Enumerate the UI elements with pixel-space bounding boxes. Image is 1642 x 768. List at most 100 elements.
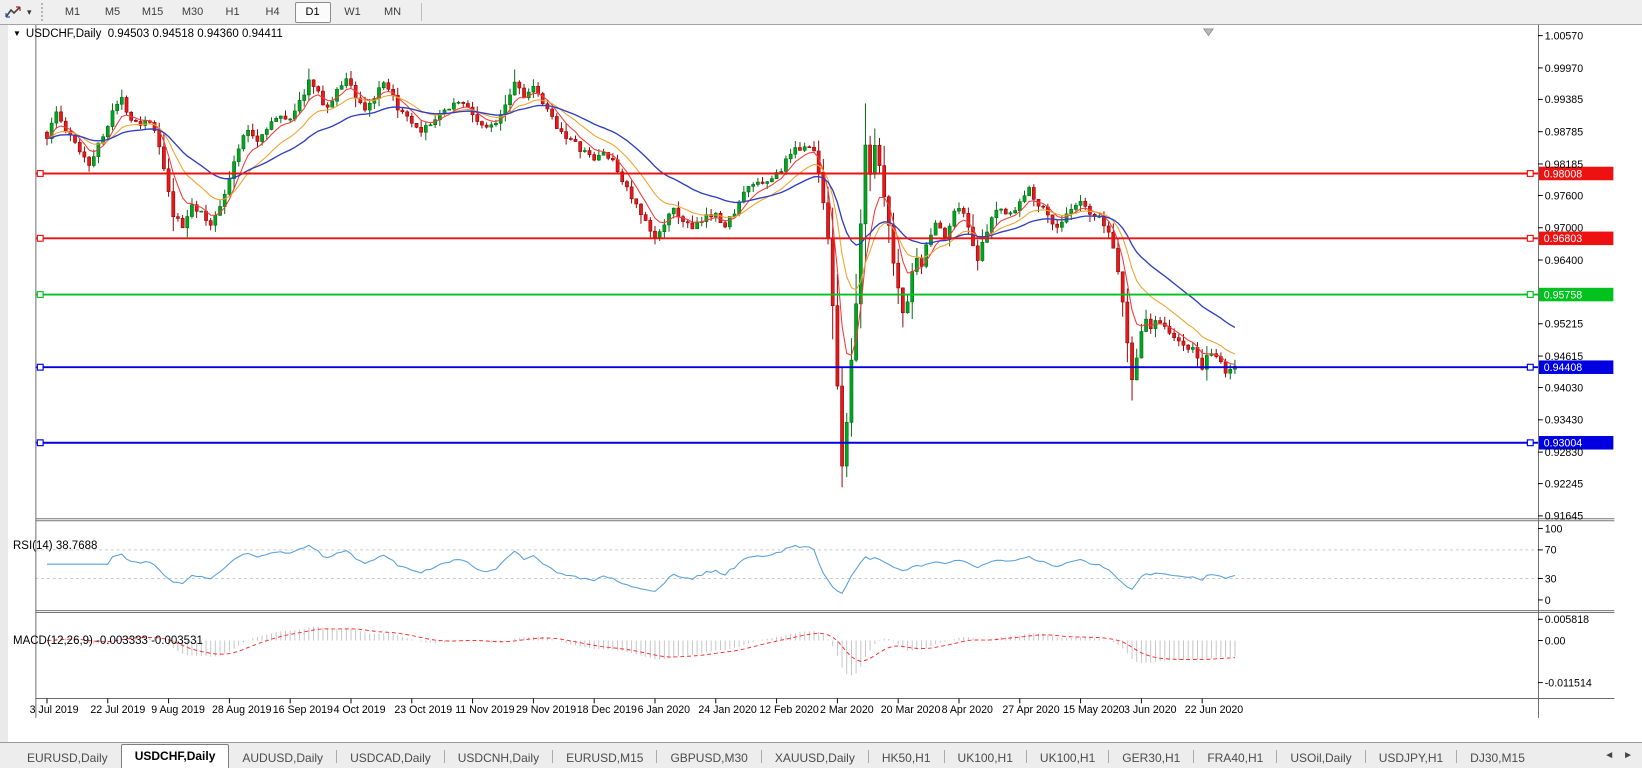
candle-body bbox=[269, 121, 274, 130]
candle-body bbox=[264, 129, 269, 135]
chart-tab-fra40-h1[interactable]: FRA40,H1 bbox=[1207, 751, 1264, 765]
chart-tab-ger30-h1[interactable]: GER30,H1 bbox=[1122, 751, 1181, 765]
candle-body bbox=[386, 82, 391, 90]
timeframe-button-mn[interactable]: MN bbox=[383, 5, 402, 18]
timeframe-button-d1[interactable]: D1 bbox=[294, 1, 331, 23]
candle-body bbox=[405, 111, 409, 117]
candle-body bbox=[582, 150, 587, 152]
tab-scroll-left-icon[interactable]: ◄ bbox=[1604, 750, 1615, 761]
candle-body bbox=[751, 184, 756, 187]
chart-tools-dropdown-caret[interactable]: ▾ bbox=[27, 6, 32, 17]
candle-body bbox=[901, 287, 905, 314]
line-handle[interactable] bbox=[36, 439, 44, 447]
rsi-tick-label: 70 bbox=[1545, 545, 1557, 557]
date-label: 27 Apr 2020 bbox=[1002, 704, 1059, 716]
candle-body bbox=[657, 231, 662, 238]
chart-tab-hk50-h1[interactable]: HK50,H1 bbox=[881, 751, 931, 765]
macd-signal-line bbox=[46, 628, 1235, 662]
line-handle[interactable] bbox=[1526, 363, 1534, 371]
line-handle[interactable] bbox=[1526, 170, 1534, 177]
time-axis[interactable]: 3 Jul 2019 22 Jul 2019 9 Aug 2019 28 Aug 20… bbox=[30, 698, 1244, 716]
timeframe-button-m5[interactable]: M5 bbox=[104, 5, 121, 18]
candle-body bbox=[788, 153, 793, 160]
candle-body bbox=[1008, 212, 1013, 215]
timeframe-button-h1[interactable]: H1 bbox=[225, 5, 240, 18]
candle-body bbox=[456, 102, 461, 104]
timeframe-buttons: M1 M5 M15 M30 H1 H4 D1 W1 MN bbox=[53, 1, 413, 23]
chart-tab-dj30-m15[interactable]: DJ30,M15 bbox=[1470, 751, 1525, 765]
candle-body bbox=[554, 116, 559, 129]
candle-body bbox=[489, 124, 494, 128]
chart-area[interactable]: 0.98008 0.96803 0.95758 0.94408 0.93004 1.005… bbox=[0, 25, 1642, 742]
price-axis[interactable]: 1.00570 0.99970 0.99385 0.98785 0.98185 0.976… bbox=[1538, 30, 1592, 689]
chart-tab-audusd-daily[interactable]: AUDUSD,Daily bbox=[242, 751, 324, 765]
chart-shift-marker-icon[interactable] bbox=[1202, 28, 1215, 37]
timeframe-button-w1[interactable]: W1 bbox=[344, 5, 361, 18]
candle-body bbox=[653, 230, 657, 238]
candle-body bbox=[1158, 320, 1162, 324]
candle-body bbox=[994, 209, 999, 218]
candle-body bbox=[423, 125, 428, 133]
candle-body bbox=[1228, 369, 1233, 374]
candle-body bbox=[1111, 231, 1116, 249]
chart-tools-icon[interactable] bbox=[4, 5, 24, 20]
candle-body bbox=[1148, 318, 1153, 330]
line-handle[interactable] bbox=[36, 291, 44, 299]
price-chart-canvas[interactable]: 0.980080.968030.957580.944080.930041.005… bbox=[0, 25, 1642, 742]
candle-body bbox=[213, 215, 218, 226]
chart-tab-usdchf-daily[interactable]: USDCHF,Daily bbox=[120, 744, 230, 768]
ma-line-slow bbox=[46, 104, 1236, 329]
candle-body bbox=[540, 93, 545, 105]
candle-body bbox=[1134, 357, 1139, 381]
chart-tab-usdcad-daily[interactable]: USDCAD,Daily bbox=[350, 751, 431, 765]
candle-body bbox=[522, 87, 526, 99]
timeframe-button-m1[interactable]: M1 bbox=[64, 5, 81, 18]
candle-body bbox=[1074, 204, 1078, 210]
chart-tab-eurusd-daily[interactable]: EURUSD,Daily bbox=[27, 751, 108, 765]
candle-body bbox=[910, 271, 915, 303]
candle-body bbox=[260, 134, 264, 142]
chart-context-caret-icon[interactable]: ▼ bbox=[13, 29, 21, 38]
chart-tab-gbpusd-m30[interactable]: GBPUSD,M30 bbox=[670, 751, 748, 765]
price-level-badge bbox=[1538, 166, 1614, 181]
chart-tab-xauusd-daily[interactable]: XAUUSD,Daily bbox=[774, 751, 855, 765]
chart-tab-usoil-daily[interactable]: USOil,Daily bbox=[1290, 751, 1352, 765]
toolbar-grip[interactable] bbox=[40, 3, 46, 21]
candle-body bbox=[634, 198, 639, 205]
candle-body bbox=[367, 102, 372, 111]
timeframe-button-m15[interactable]: M15 bbox=[141, 5, 164, 18]
line-handle[interactable] bbox=[36, 234, 44, 242]
candle-body bbox=[180, 217, 185, 229]
tab-scroll-right-icon[interactable]: ► bbox=[1623, 750, 1633, 761]
chart-tab-usdcnh-daily[interactable]: USDCNH,Daily bbox=[457, 751, 540, 765]
candle-body bbox=[419, 127, 423, 133]
candle-body bbox=[1017, 201, 1022, 211]
chart-tab-uk100-h1[interactable]: UK100,H1 bbox=[1039, 751, 1096, 765]
candle-body bbox=[335, 88, 339, 102]
timeframe-button-m30[interactable]: M30 bbox=[181, 5, 204, 18]
candle-body bbox=[349, 78, 353, 86]
candle-body bbox=[681, 216, 685, 222]
chart-tab-eurusd-m15[interactable]: EURUSD,M15 bbox=[566, 751, 644, 765]
candle-body bbox=[91, 156, 96, 166]
candle-body bbox=[961, 208, 966, 214]
candle-body bbox=[311, 79, 316, 87]
timeframe-button-h4[interactable]: H4 bbox=[265, 5, 280, 18]
line-handle[interactable] bbox=[1526, 439, 1534, 447]
candle-body bbox=[1078, 201, 1083, 206]
line-handle[interactable] bbox=[1526, 291, 1534, 299]
tab-divider bbox=[867, 750, 869, 763]
chart-tab-usdjpy-h1[interactable]: USDJPY,H1 bbox=[1378, 751, 1444, 765]
price-tick-label: 0.95215 bbox=[1545, 319, 1583, 331]
candle-body bbox=[601, 152, 606, 156]
date-label: 2 Mar 2020 bbox=[820, 704, 874, 716]
line-handle[interactable] bbox=[36, 170, 44, 177]
line-handle[interactable] bbox=[36, 363, 44, 371]
candle-body bbox=[872, 145, 877, 175]
candle-body bbox=[625, 181, 629, 188]
candle-body bbox=[1130, 342, 1134, 381]
line-handle[interactable] bbox=[1526, 234, 1534, 242]
chart-tab-uk100-h1[interactable]: UK100,H1 bbox=[957, 751, 1013, 765]
date-label: 23 Oct 2019 bbox=[394, 704, 452, 716]
candle-body bbox=[802, 146, 807, 151]
